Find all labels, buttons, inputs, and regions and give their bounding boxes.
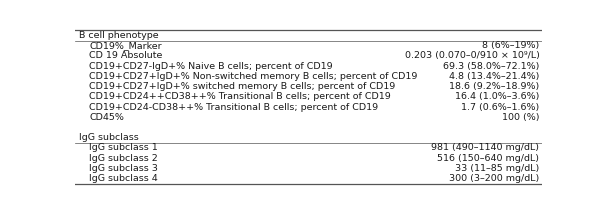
Text: 300 (3–200 mg/dL): 300 (3–200 mg/dL) (449, 174, 539, 183)
Text: B cell phenotype: B cell phenotype (79, 31, 158, 40)
Text: IgG subclass 3: IgG subclass 3 (89, 164, 158, 173)
Text: 981 (490–1140 mg/dL): 981 (490–1140 mg/dL) (432, 144, 539, 152)
Text: 18.6 (9.2%–18.9%): 18.6 (9.2%–18.9%) (449, 82, 539, 91)
Text: CD19+CD24++CD38++% Transitional B cells; percent of CD19: CD19+CD24++CD38++% Transitional B cells;… (89, 92, 391, 101)
Text: CD 19 Absolute: CD 19 Absolute (89, 52, 163, 60)
Text: 8 (6%–19%): 8 (6%–19%) (482, 41, 539, 50)
Text: 33 (11–85 mg/dL): 33 (11–85 mg/dL) (455, 164, 539, 173)
Text: CD19%_Marker: CD19%_Marker (89, 41, 162, 50)
Text: CD19+CD27-IgD+% Naive B cells; percent of CD19: CD19+CD27-IgD+% Naive B cells; percent o… (89, 62, 333, 71)
Text: 69.3 (58.0%–72.1%): 69.3 (58.0%–72.1%) (443, 62, 539, 71)
Text: 16.4 (1.0%–3.6%): 16.4 (1.0%–3.6%) (455, 92, 539, 101)
Text: IgG subclass 2: IgG subclass 2 (89, 154, 158, 163)
Text: 100 (%): 100 (%) (502, 113, 539, 122)
Text: CD19+CD27+IgD+% switched memory B cells; percent of CD19: CD19+CD27+IgD+% switched memory B cells;… (89, 82, 396, 91)
Text: CD45%: CD45% (89, 113, 124, 122)
Text: CD19+CD27+IgD+% Non-switched memory B cells; percent of CD19: CD19+CD27+IgD+% Non-switched memory B ce… (89, 72, 418, 81)
Text: IgG subclass 4: IgG subclass 4 (89, 174, 158, 183)
Text: IgG subclass 1: IgG subclass 1 (89, 144, 158, 152)
Text: 1.7 (0.6%–1.6%): 1.7 (0.6%–1.6%) (461, 103, 539, 112)
Text: CD19+CD24-CD38++% Transitional B cells; percent of CD19: CD19+CD24-CD38++% Transitional B cells; … (89, 103, 379, 112)
Text: 516 (150–640 mg/dL): 516 (150–640 mg/dL) (438, 154, 539, 163)
Text: 0.203 (0.070–0/910 × 10⁹/L): 0.203 (0.070–0/910 × 10⁹/L) (405, 52, 539, 60)
Text: 4.8 (13.4%–21.4%): 4.8 (13.4%–21.4%) (449, 72, 539, 81)
Text: IgG subclass: IgG subclass (79, 133, 138, 142)
